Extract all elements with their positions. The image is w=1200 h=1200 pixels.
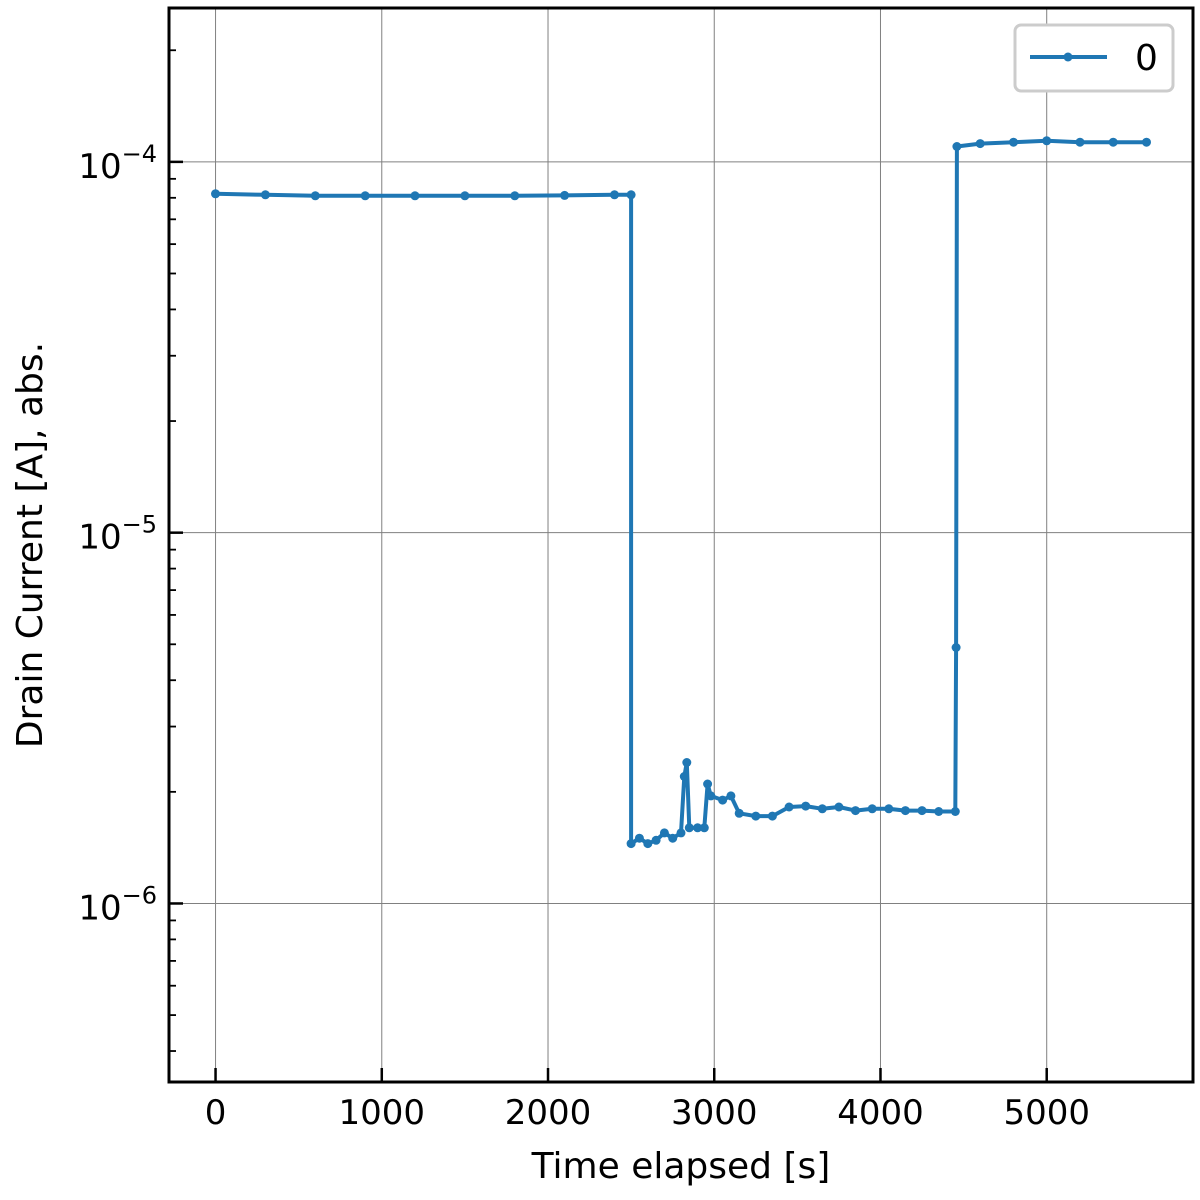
data-point (560, 190, 570, 200)
data-point (676, 828, 686, 838)
data-point (884, 804, 894, 814)
x-tick-label: 0 (205, 1093, 227, 1133)
x-tick-label: 3000 (671, 1093, 758, 1133)
grid (169, 8, 1193, 1082)
x-tick-label: 2000 (505, 1093, 592, 1133)
data-point (952, 142, 962, 151)
y-axis-label: Drain Current [A], abs. (10, 342, 51, 748)
data-point (626, 839, 636, 849)
plot-frame (167, 6, 1195, 1084)
data-point (867, 804, 877, 814)
x-tick-label: 5000 (1003, 1093, 1090, 1133)
data-point (1042, 136, 1052, 146)
x-tick-label: 1000 (339, 1093, 426, 1133)
legend: 0 (1013, 23, 1175, 93)
data-point (651, 835, 661, 845)
data-point (900, 806, 910, 816)
data-point (1075, 137, 1085, 147)
data-point (751, 811, 761, 821)
data-point (510, 191, 520, 201)
data-point (693, 823, 703, 833)
data-point (310, 191, 320, 201)
x-axis-label: Time elapsed [s] (531, 1146, 831, 1187)
data-point (610, 190, 619, 200)
series-line (215, 138, 1147, 846)
data-point (767, 811, 777, 821)
data-point (211, 189, 220, 199)
x-tick-label: 4000 (837, 1093, 924, 1133)
data-point (817, 804, 827, 814)
data-point (668, 833, 678, 843)
data-point (975, 139, 985, 149)
data-point (460, 191, 470, 201)
data-point (934, 807, 944, 816)
data-point (659, 828, 669, 838)
data-point (260, 190, 270, 200)
data-point (410, 191, 420, 201)
data-point (679, 772, 689, 781)
data-point (950, 807, 960, 816)
data-point (1108, 137, 1118, 147)
data-point (726, 791, 736, 801)
data-point (626, 190, 636, 200)
data-point (718, 795, 728, 805)
data-point (684, 823, 694, 833)
data-point (801, 801, 811, 811)
tick-labels: 0 1000 2000 3000 4000 5000 10−6 10−5 10−4 (78, 140, 1090, 1133)
data-point (360, 191, 370, 201)
legend-marker (1063, 52, 1073, 62)
y-tick-label: 10−6 (78, 881, 157, 928)
data-point (634, 833, 644, 843)
series-layer (211, 136, 1151, 849)
data-point (734, 808, 744, 818)
y-tick-label: 10−5 (78, 511, 157, 558)
data-point (951, 643, 961, 652)
legend-label: 0 (1135, 38, 1158, 79)
data-point (1142, 137, 1151, 147)
data-point (851, 806, 860, 816)
data-point (834, 802, 844, 812)
data-point (1009, 137, 1018, 147)
ticks (169, 49, 1048, 1082)
data-point (682, 758, 692, 767)
data-point (784, 802, 794, 812)
data-point (917, 806, 927, 816)
data-point (706, 791, 716, 801)
data-point (703, 779, 713, 789)
y-tick-label: 10−4 (78, 140, 157, 187)
data-point (643, 839, 653, 849)
data-point (699, 823, 709, 833)
